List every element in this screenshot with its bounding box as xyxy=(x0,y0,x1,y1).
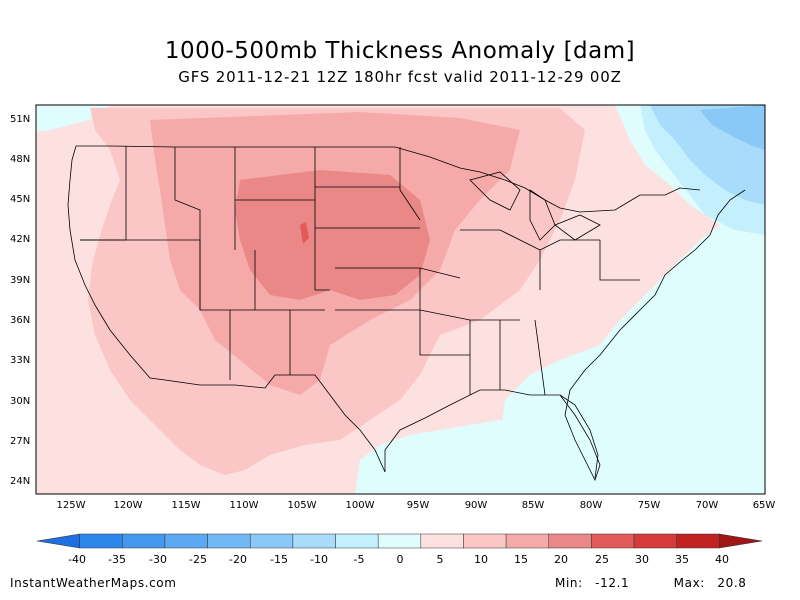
lat-label: 39N xyxy=(10,275,31,286)
lon-label: 95W xyxy=(406,500,430,511)
colorbar-tick-label: 5 xyxy=(436,553,444,566)
colorbar-tick-label: -20 xyxy=(229,553,247,566)
colorbar-swatch xyxy=(79,533,123,549)
colorbar-swatch xyxy=(463,533,507,549)
lon-label: 80W xyxy=(579,500,603,511)
colorbar-swatch xyxy=(36,533,80,549)
min-value: -12.1 xyxy=(595,576,630,590)
colorbar-tick-label: -30 xyxy=(149,553,167,566)
colorbar-swatch xyxy=(207,533,251,549)
lon-label: 90W xyxy=(464,500,488,511)
map-subtitle: GFS 2011-12-21 12Z 180hr fcst valid 2011… xyxy=(178,68,622,86)
lon-label: 115W xyxy=(171,500,201,511)
colorbar-swatch xyxy=(377,533,422,549)
colorbar-tick-label: -15 xyxy=(270,553,288,566)
lon-label: 75W xyxy=(637,500,661,511)
colorbar-swatch xyxy=(249,533,294,549)
map-title: 1000-500mb Thickness Anomaly [dam] xyxy=(164,38,636,64)
colorbar-swatch xyxy=(719,533,763,549)
boundaries xyxy=(67,145,746,482)
colorbar-swatch xyxy=(420,533,464,549)
colorbar-swatch xyxy=(548,533,592,549)
max-label: Max: xyxy=(673,576,705,590)
min-max-readout: Min: -12.1 Max: 20.8 xyxy=(555,576,746,590)
lat-label: 42N xyxy=(10,234,31,245)
colorbar-tick-label: 20 xyxy=(554,553,568,566)
lat-label: 24N xyxy=(10,476,31,487)
lon-label: 65W xyxy=(752,500,776,511)
lon-label: 125W xyxy=(56,500,86,511)
anomaly-field-20-plus xyxy=(235,170,430,300)
anomaly-field-gulf-0-to-neg5 xyxy=(355,420,540,494)
colorbar-tick-label: 35 xyxy=(675,553,689,566)
source-credit: InstantWeatherMaps.com xyxy=(10,576,177,590)
colorbar-swatch xyxy=(164,533,208,549)
colorbar-swatch xyxy=(505,533,550,549)
min-label: Min: xyxy=(555,576,583,590)
colorbar-swatch xyxy=(292,533,336,549)
colorbar-tick-label: 15 xyxy=(514,553,528,566)
colorbar-tick-label: -40 xyxy=(68,553,86,566)
lon-label: 85W xyxy=(521,500,545,511)
colorbar-tick-label: 25 xyxy=(595,553,609,566)
colorbar-tick-label: 10 xyxy=(474,553,488,566)
lat-label: 45N xyxy=(10,194,31,205)
colorbar xyxy=(36,533,763,549)
colorbar-swatch xyxy=(676,533,720,549)
lat-label: 33N xyxy=(10,355,31,366)
max-value: 20.8 xyxy=(717,576,747,590)
colorbar-swatch xyxy=(122,533,166,549)
colorbar-tick-label: 30 xyxy=(635,553,649,566)
lat-label: 48N xyxy=(10,154,31,165)
colorbar-swatch xyxy=(335,533,379,549)
colorbar-tick-label: 40 xyxy=(715,553,729,566)
lat-label: 27N xyxy=(10,436,31,447)
colorbar-tick-label: -25 xyxy=(189,553,207,566)
lon-label: 100W xyxy=(345,500,375,511)
colorbar-tick-label: -5 xyxy=(353,553,365,566)
colorbar-tick-label: 0 xyxy=(396,553,404,566)
lon-label: 105W xyxy=(287,500,317,511)
lon-label: 70W xyxy=(695,500,719,511)
colorbar-swatch xyxy=(633,533,677,549)
colorbar-swatch xyxy=(591,533,635,549)
lon-label: 120W xyxy=(113,500,143,511)
anomaly-field-20-plus-peak xyxy=(300,222,309,244)
lat-label: 36N xyxy=(10,315,31,326)
anomaly-field-newengland-neg15 xyxy=(700,105,765,150)
thickness-anomaly-map xyxy=(35,104,766,495)
lat-label: 30N xyxy=(10,396,31,407)
lat-label: 51N xyxy=(10,114,31,125)
colorbar-tick-label: -10 xyxy=(310,553,328,566)
map-frame xyxy=(35,104,766,495)
colorbar-tick-label: -35 xyxy=(108,553,126,566)
lon-label: 110W xyxy=(229,500,259,511)
